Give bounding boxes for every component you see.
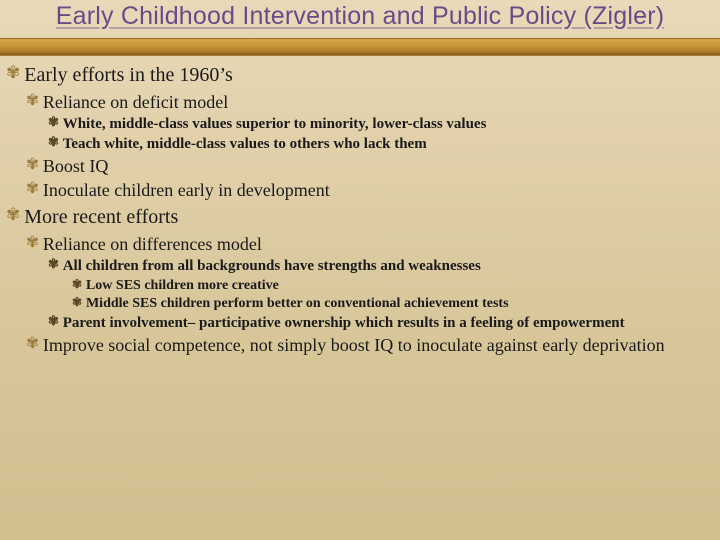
swirl-icon: ✾ (48, 257, 59, 273)
bullet-text: Reliance on deficit model (43, 91, 710, 114)
bullet-l2: ✾ Reliance on differences model (26, 233, 710, 256)
bullet-l3: ✾ Teach white, middle-class values to ot… (48, 135, 710, 154)
swirl-icon: ✾ (26, 179, 39, 199)
swirl-icon: ✾ (26, 155, 39, 175)
bullet-text: White, middle-class values superior to m… (63, 115, 710, 134)
bullet-text: Inoculate children early in development (43, 179, 710, 202)
bullet-text: Parent involvement– participative owners… (63, 314, 710, 333)
swirl-icon: ✾ (26, 334, 39, 354)
swirl-icon: ✾ (48, 314, 59, 330)
swirl-icon: ✾ (48, 135, 59, 151)
bullet-l3: ✾ White, middle-class values superior to… (48, 115, 710, 134)
bullet-l4: ✾ Middle SES children perform better on … (72, 295, 710, 313)
bullet-l4: ✾ Low SES children more creative (72, 277, 710, 295)
bullet-l3: ✾ All children from all backgrounds have… (48, 257, 710, 276)
bullet-l2: ✾ Reliance on deficit model (26, 91, 710, 114)
bullet-text: Teach white, middle-class values to othe… (63, 135, 710, 154)
swirl-icon: ✾ (26, 233, 39, 253)
swirl-icon: ✾ (6, 204, 20, 227)
bullet-text: Reliance on differences model (43, 233, 710, 256)
bullet-text: Early efforts in the 1960’s (24, 62, 710, 89)
bullet-text: Improve social competence, not simply bo… (43, 334, 710, 357)
bullet-l2: ✾ Inoculate children early in developmen… (26, 179, 710, 202)
bullet-l2: ✾ Improve social competence, not simply … (26, 334, 710, 357)
slide-title: Early Childhood Intervention and Public … (0, 2, 720, 31)
swirl-icon: ✾ (6, 62, 20, 85)
swirl-icon: ✾ (26, 91, 39, 111)
bullet-text: More recent efforts (24, 204, 710, 231)
bullet-text: Middle SES children perform better on co… (86, 295, 710, 313)
bullet-l2: ✾ Boost IQ (26, 155, 710, 178)
decorative-ribbon (0, 38, 720, 56)
slide-content: ✾ Early efforts in the 1960’s ✾ Reliance… (6, 62, 710, 358)
bullet-text: Boost IQ (43, 155, 710, 178)
swirl-icon: ✾ (72, 277, 82, 292)
bullet-text: Low SES children more creative (86, 277, 710, 295)
bullet-text: All children from all backgrounds have s… (63, 257, 710, 276)
swirl-icon: ✾ (48, 115, 59, 131)
bullet-l1: ✾ More recent efforts (6, 204, 710, 231)
swirl-icon: ✾ (72, 295, 82, 310)
bullet-l3: ✾ Parent involvement– participative owne… (48, 314, 710, 333)
bullet-l1: ✾ Early efforts in the 1960’s (6, 62, 710, 89)
